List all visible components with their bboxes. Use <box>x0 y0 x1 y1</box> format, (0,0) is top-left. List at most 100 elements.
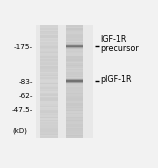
Bar <box>40 119 58 121</box>
Bar <box>66 44 83 45</box>
Bar <box>40 128 58 129</box>
Bar <box>66 91 83 93</box>
Bar <box>40 55 58 56</box>
Bar <box>40 93 58 94</box>
Bar <box>40 66 58 68</box>
Bar <box>66 32 83 34</box>
Text: precursor: precursor <box>101 44 139 53</box>
Bar <box>40 80 58 82</box>
Bar <box>40 34 58 35</box>
Bar <box>40 44 58 45</box>
Bar <box>66 77 83 79</box>
Bar <box>66 48 83 49</box>
Bar <box>40 51 58 52</box>
Bar <box>66 84 83 86</box>
Bar <box>66 63 83 65</box>
Bar <box>40 121 58 122</box>
Bar <box>66 43 83 44</box>
Bar <box>66 49 83 51</box>
Bar <box>40 69 58 70</box>
Bar <box>66 48 83 49</box>
Bar <box>40 86 58 87</box>
Bar <box>40 84 58 86</box>
Bar <box>40 73 58 75</box>
Bar <box>40 135 58 136</box>
Bar <box>66 111 83 113</box>
Bar <box>66 53 83 55</box>
Bar <box>66 132 83 134</box>
Bar <box>40 42 58 44</box>
Bar <box>40 136 58 138</box>
Bar <box>66 73 83 75</box>
Bar <box>40 127 58 128</box>
Bar <box>40 107 58 108</box>
Bar <box>40 122 58 124</box>
Text: -83-: -83- <box>19 79 33 85</box>
Bar <box>66 131 83 132</box>
Bar <box>40 132 58 134</box>
Bar <box>40 91 58 93</box>
Text: pIGF-1R: pIGF-1R <box>101 75 132 84</box>
Bar <box>66 81 83 82</box>
Bar <box>40 118 58 120</box>
Bar <box>40 38 58 39</box>
Bar <box>66 87 83 89</box>
Bar <box>66 115 83 117</box>
Bar <box>66 86 83 87</box>
Bar <box>40 100 58 101</box>
Bar <box>40 117 58 118</box>
Bar <box>66 78 83 79</box>
Bar <box>40 89 58 90</box>
Bar <box>40 110 58 111</box>
Bar <box>40 94 58 96</box>
Bar <box>66 100 83 101</box>
Bar <box>66 44 83 45</box>
Bar <box>66 65 83 66</box>
Bar <box>66 59 83 60</box>
Bar <box>40 83 58 84</box>
Text: -47.5-: -47.5- <box>12 107 33 113</box>
Bar <box>66 62 83 63</box>
Bar <box>66 46 83 48</box>
Bar <box>66 35 83 37</box>
Bar <box>66 39 83 41</box>
Text: -62-: -62- <box>19 93 33 99</box>
Bar <box>66 124 83 125</box>
Bar <box>66 45 83 46</box>
Bar <box>66 117 83 118</box>
Bar <box>40 58 58 59</box>
Bar <box>66 79 83 80</box>
Bar <box>66 122 83 124</box>
Bar <box>66 103 83 104</box>
Bar <box>66 55 83 56</box>
Bar <box>66 46 83 47</box>
Bar <box>40 62 58 63</box>
Bar <box>40 28 58 30</box>
Bar <box>40 131 58 132</box>
Bar <box>66 80 83 81</box>
Bar <box>40 41 58 42</box>
Bar <box>66 76 83 77</box>
Bar <box>66 101 83 103</box>
Bar <box>66 128 83 129</box>
Bar <box>66 105 83 107</box>
Bar <box>66 104 83 106</box>
Bar <box>66 28 83 30</box>
Bar <box>66 80 83 81</box>
Bar <box>66 38 83 39</box>
Bar <box>66 34 83 35</box>
Bar <box>40 48 58 49</box>
Bar <box>40 76 58 77</box>
Bar <box>66 60 83 62</box>
Bar <box>66 27 83 28</box>
Bar <box>66 89 83 90</box>
Bar <box>40 97 58 98</box>
Bar <box>40 49 58 51</box>
Bar <box>40 72 58 73</box>
Bar <box>66 110 83 111</box>
Bar <box>66 47 83 48</box>
Bar <box>66 72 83 73</box>
Bar <box>40 129 58 131</box>
Bar <box>66 96 83 97</box>
Bar <box>66 56 83 58</box>
